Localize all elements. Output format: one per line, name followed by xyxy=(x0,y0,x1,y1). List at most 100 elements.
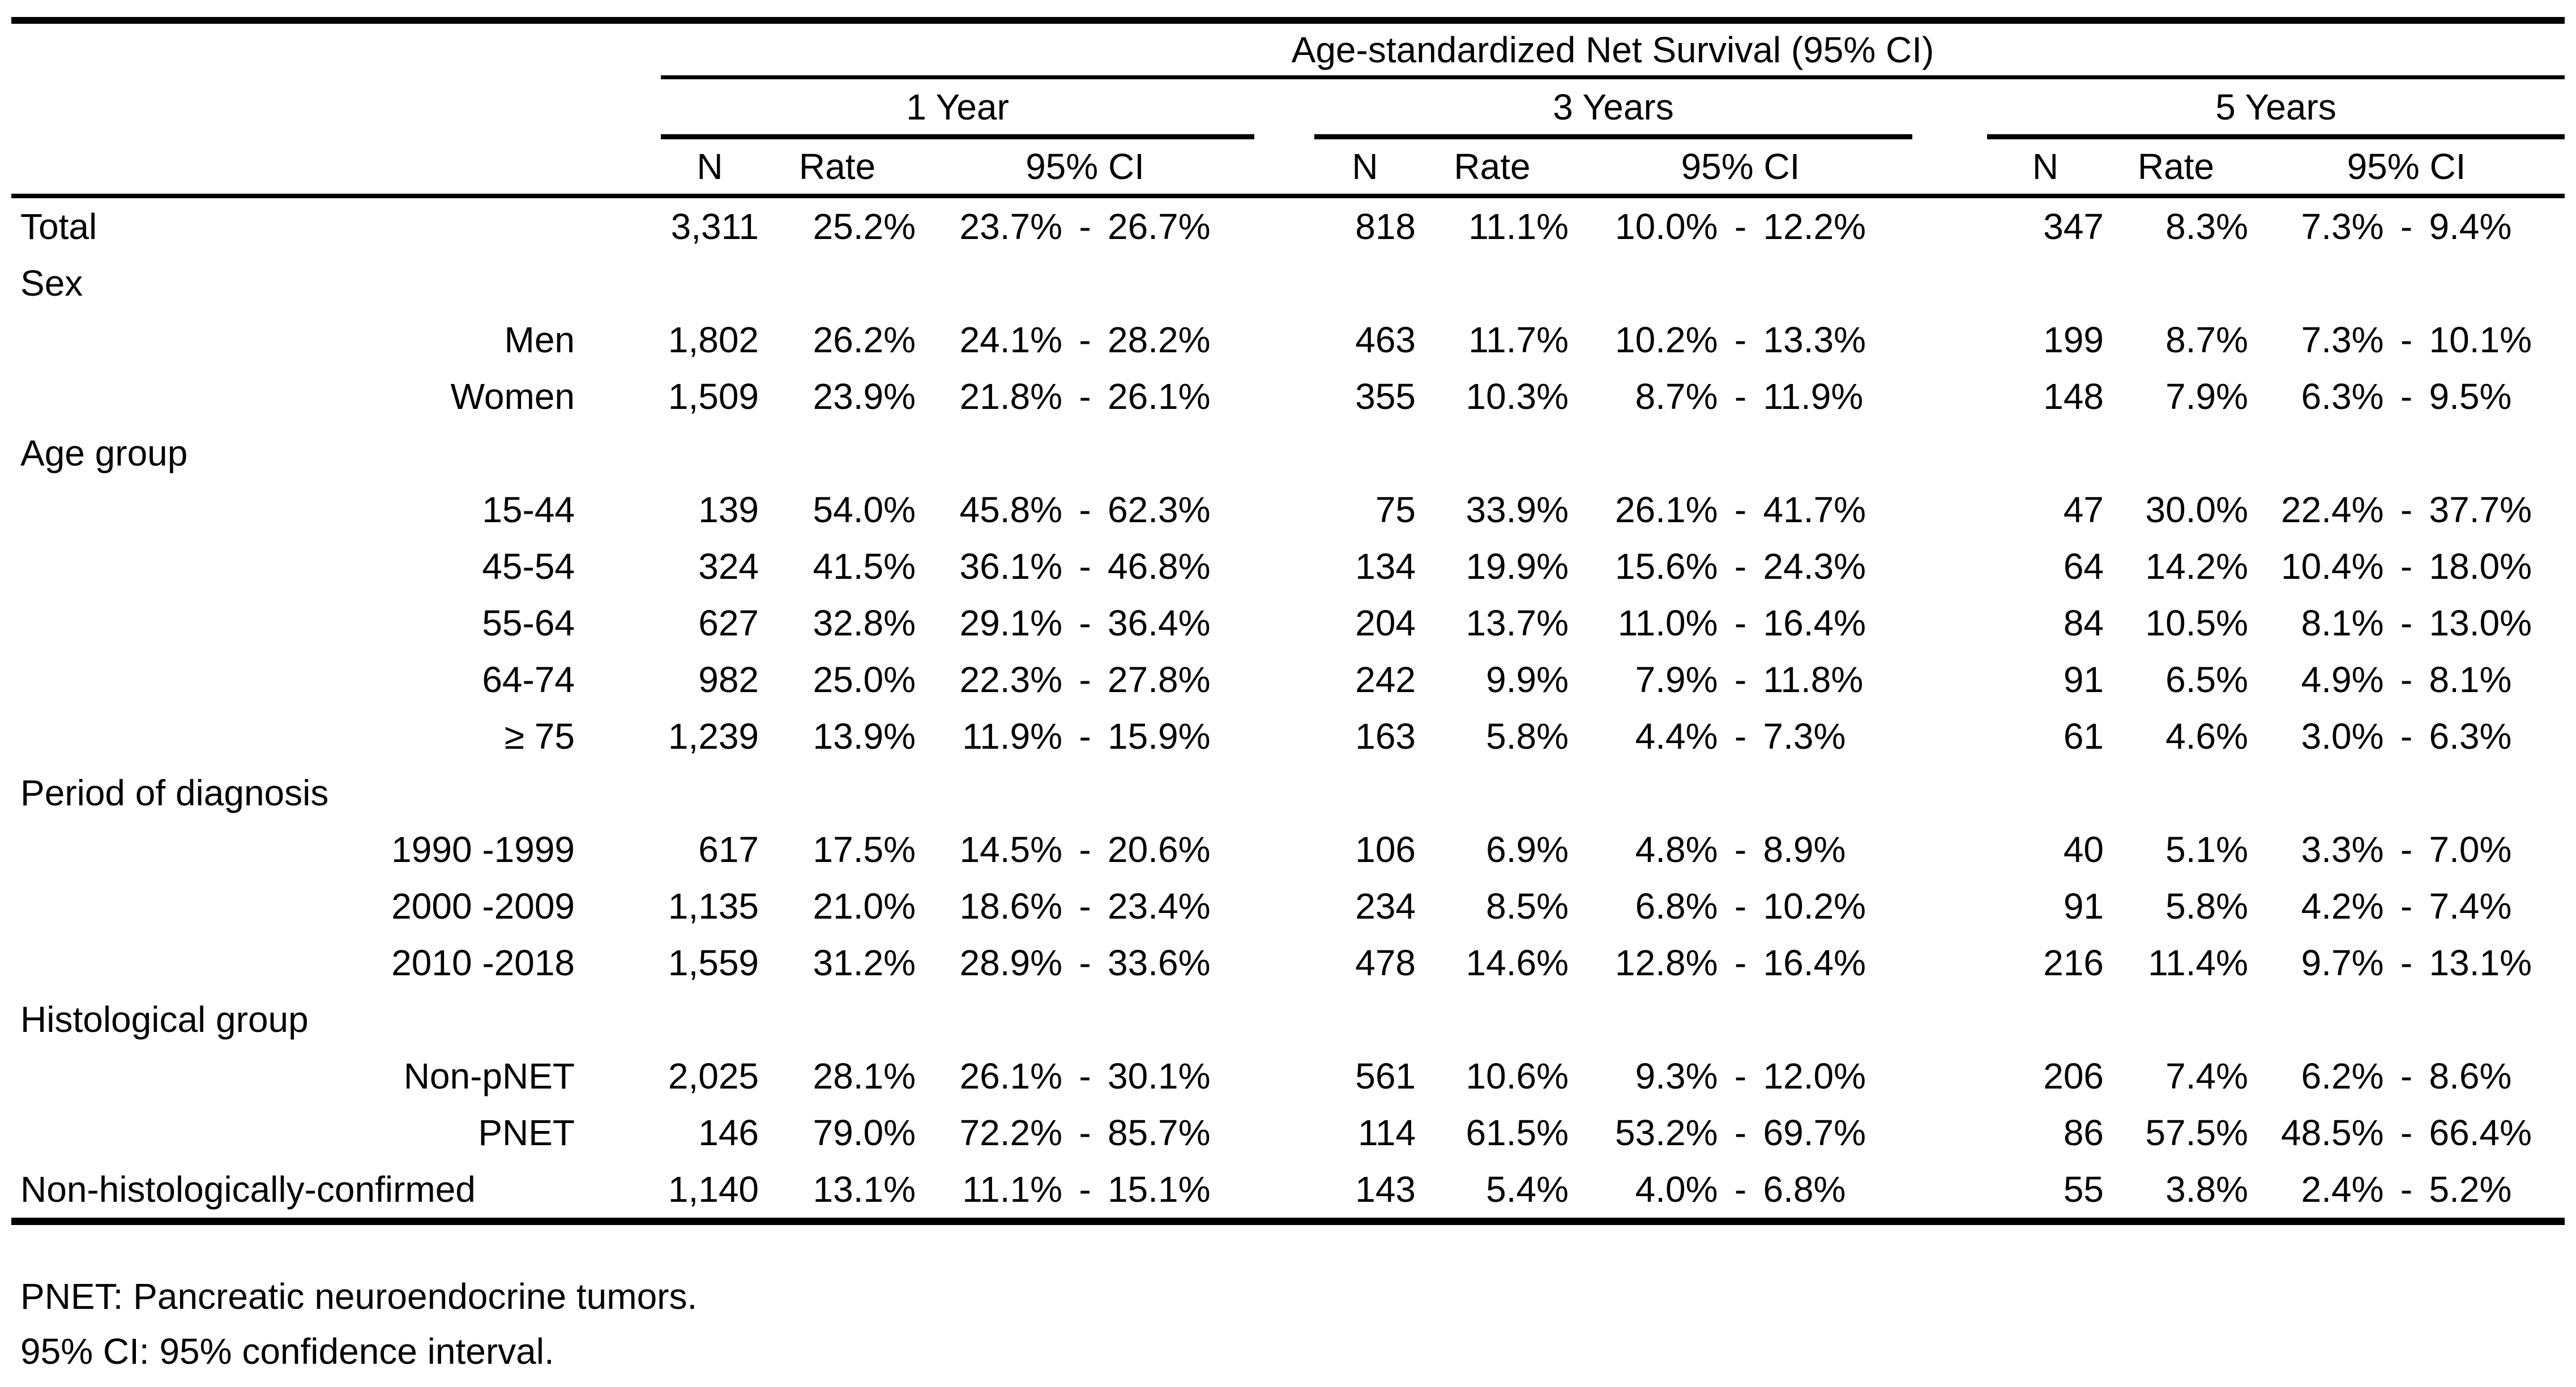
col-header-rate-1y: Rate xyxy=(798,146,876,187)
ci-low: 4.9% xyxy=(2301,659,2384,700)
n-cell-1y: 617 xyxy=(698,829,759,870)
ci-high: 7.3% xyxy=(1763,716,1846,757)
ci-high: 23.4% xyxy=(1108,886,1211,927)
ci-low: 36.1% xyxy=(959,546,1062,587)
ci-high: 18.0% xyxy=(2429,546,2532,587)
table-row: 1990 -1999 617 17.5% 14.5% -20.6% 106 6.9… xyxy=(11,821,2565,878)
n-cell-1y: 1,239 xyxy=(668,716,759,757)
rate-cell-1y: 41.5% xyxy=(813,546,916,587)
ci-dash: - xyxy=(1079,942,1091,983)
ci-high: 10.1% xyxy=(2429,319,2532,360)
rate-cell-1y: 21.0% xyxy=(813,886,916,927)
ci-dash: - xyxy=(2400,1112,2413,1153)
rate-cell-1y: 32.8% xyxy=(813,603,916,643)
ci-dash: - xyxy=(1079,206,1091,247)
col-header-ci-3y: 95% CI xyxy=(1681,146,1800,187)
col-header-ci-1y: 95% CI xyxy=(1026,146,1144,187)
ci-high: 85.7% xyxy=(1108,1112,1211,1153)
rate-cell-1y: 23.9% xyxy=(813,376,916,417)
ci-low: 22.4% xyxy=(2281,489,2384,530)
group-underline-3-years xyxy=(1314,134,1912,139)
ci-dash: - xyxy=(1734,603,1747,643)
ci-low: 18.6% xyxy=(959,886,1062,927)
ci-high: 9.4% xyxy=(2429,206,2512,247)
ci-dash: - xyxy=(1734,319,1747,360)
table-row: Men 1,802 26.2% 24.1% -28.2% 463 11.7% 10… xyxy=(11,311,2565,368)
ci-cell-5y: 7.3% -9.4% xyxy=(2248,206,2565,247)
ci-dash: - xyxy=(1734,489,1747,530)
group-header-1-year: 1 Year xyxy=(906,86,1009,127)
rate-cell-5y: 7.4% xyxy=(2165,1056,2248,1096)
ci-low: 48.5% xyxy=(2281,1112,2384,1153)
n-cell-3y: 106 xyxy=(1355,829,1416,870)
ci-low: 15.6% xyxy=(1615,546,1718,587)
ci-high: 37.7% xyxy=(2429,489,2532,530)
row-label: 2010 -2018 xyxy=(391,942,575,983)
rate-cell-5y: 5.1% xyxy=(2165,829,2248,870)
rate-cell-3y: 14.6% xyxy=(1466,942,1569,983)
ci-low: 6.2% xyxy=(2301,1056,2384,1096)
ci-high: 9.5% xyxy=(2429,376,2512,417)
rate-cell-1y: 25.0% xyxy=(813,659,916,700)
row-label: Women xyxy=(450,376,575,417)
rate-cell-1y: 26.2% xyxy=(813,319,916,360)
title-underline-row xyxy=(11,75,2565,79)
ci-dash: - xyxy=(1734,942,1747,983)
table-bottom-rule xyxy=(11,1218,2565,1225)
table-row: Non-histologically-confirmed 1,140 13.1%… xyxy=(11,1161,2565,1218)
rate-cell-5y: 8.7% xyxy=(2165,319,2248,360)
ci-cell-5y: 8.1% -13.0% xyxy=(2248,602,2565,644)
n-cell-5y: 86 xyxy=(2063,1112,2104,1153)
table-row: 45-54 324 41.5% 36.1% -46.8% 134 19.9% 15… xyxy=(11,538,2565,595)
ci-low: 2.4% xyxy=(2301,1169,2384,1210)
ci-dash: - xyxy=(2400,603,2413,643)
rate-cell-5y: 10.5% xyxy=(2145,603,2248,643)
ci-high: 13.1% xyxy=(2429,942,2532,983)
ci-low: 53.2% xyxy=(1615,1112,1718,1153)
ci-high: 27.8% xyxy=(1108,659,1211,700)
rate-cell-3y: 11.7% xyxy=(1468,319,1569,360)
ci-dash: - xyxy=(2400,942,2413,983)
ci-cell-3y: 7.9% -11.8% xyxy=(1569,659,1912,701)
ci-high: 24.3% xyxy=(1763,546,1866,587)
ci-low: 29.1% xyxy=(959,603,1062,643)
col-header-n-1y: N xyxy=(697,146,723,187)
ci-high: 46.8% xyxy=(1108,546,1211,587)
ci-dash: - xyxy=(1734,546,1747,587)
ci-low: 10.4% xyxy=(2281,546,2384,587)
n-cell-3y: 355 xyxy=(1355,376,1416,417)
rate-cell-1y: 28.1% xyxy=(813,1056,916,1096)
rate-cell-3y: 8.5% xyxy=(1486,886,1569,927)
ci-dash: - xyxy=(1734,206,1747,247)
ci-cell-1y: 23.7% -26.7% xyxy=(916,206,1254,247)
ci-cell-1y: 18.6% -23.4% xyxy=(916,885,1254,927)
row-label: ≥ 75 xyxy=(504,716,575,757)
n-cell-5y: 216 xyxy=(2043,942,2104,983)
ci-dash: - xyxy=(1079,829,1091,870)
n-cell-3y: 114 xyxy=(1357,1112,1416,1153)
rate-cell-3y: 6.9% xyxy=(1486,829,1569,870)
ci-dash: - xyxy=(1079,716,1091,757)
ci-high: 62.3% xyxy=(1108,489,1211,530)
ci-dash: - xyxy=(1079,659,1091,700)
row-label: 1990 -1999 xyxy=(391,829,575,870)
row-label: 55-64 xyxy=(482,603,575,643)
n-cell-1y: 1,509 xyxy=(668,376,759,417)
rate-cell-1y: 31.2% xyxy=(813,942,916,983)
ci-low: 4.4% xyxy=(1635,716,1718,757)
n-cell-1y: 1,135 xyxy=(668,886,759,927)
ci-low: 6.3% xyxy=(2301,376,2384,417)
table-header-title-row: Age-standardized Net Survival (95% CI) xyxy=(11,24,2565,75)
rate-cell-1y: 79.0% xyxy=(813,1112,916,1153)
ci-cell-3y: 53.2% -69.7% xyxy=(1569,1112,1912,1154)
ci-high: 36.4% xyxy=(1108,603,1211,643)
ci-low: 4.8% xyxy=(1635,829,1718,870)
n-cell-3y: 478 xyxy=(1355,942,1416,983)
row-label: Total xyxy=(20,206,97,247)
ci-low: 72.2% xyxy=(959,1112,1062,1153)
ci-low: 9.7% xyxy=(2301,942,2384,983)
ci-dash: - xyxy=(1734,716,1747,757)
table-row: PNET 146 79.0% 72.2% -85.7% 114 61.5% 53.… xyxy=(11,1104,2565,1161)
ci-low: 4.2% xyxy=(2301,886,2384,927)
ci-cell-5y: 4.9% -8.1% xyxy=(2248,659,2565,701)
